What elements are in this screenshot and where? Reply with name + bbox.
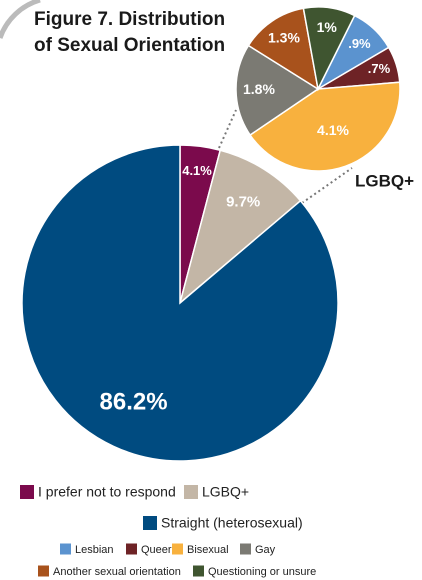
data-label: .7% [368,61,391,76]
data-label: 86.2% [100,389,168,416]
legend-swatch [184,485,198,499]
legend-swatch [193,565,204,577]
data-label: 4.1% [182,163,212,178]
pie-slice [247,7,320,91]
legend-swatch [20,485,34,499]
chart-title: of Sexual Orientation [34,35,225,56]
legend-swatch [143,516,157,530]
data-label: 1.3% [268,29,300,45]
legend-label: Lesbian [75,544,114,556]
legend-swatch [60,543,71,555]
chart-title: Figure 7. Distribution [34,9,225,30]
connector [218,109,237,149]
legend-label: LGBQ+ [202,484,249,500]
data-label: 4.1% [317,122,349,138]
legend-label: Questioning or unsure [208,566,316,578]
pie-slice [178,149,302,306]
legend-label: Gay [255,544,276,556]
connector [301,167,353,204]
decor-arc [0,0,41,39]
legend-label: Another sexual orientation [53,566,181,578]
data-label: 1.8% [243,81,275,97]
legend-swatch [240,543,251,555]
data-label: 9.7% [226,194,260,211]
legend-swatch [172,543,183,555]
pie-slice [21,144,339,462]
data-label: .9% [348,36,371,51]
legend-label: Queer [141,544,172,556]
legend-label: I prefer not to respond [38,484,176,500]
data-label: 1% [317,19,338,35]
sub-pie-title: LGBQ+ [355,171,414,190]
pie-slice [249,81,401,172]
legend-label: Bisexual [187,544,229,556]
legend-swatch [38,565,49,577]
legend-label: Straight (heterosexual) [161,515,303,531]
pie-slice [235,44,320,137]
legend-swatch [126,543,137,555]
pie-slice [302,6,356,92]
